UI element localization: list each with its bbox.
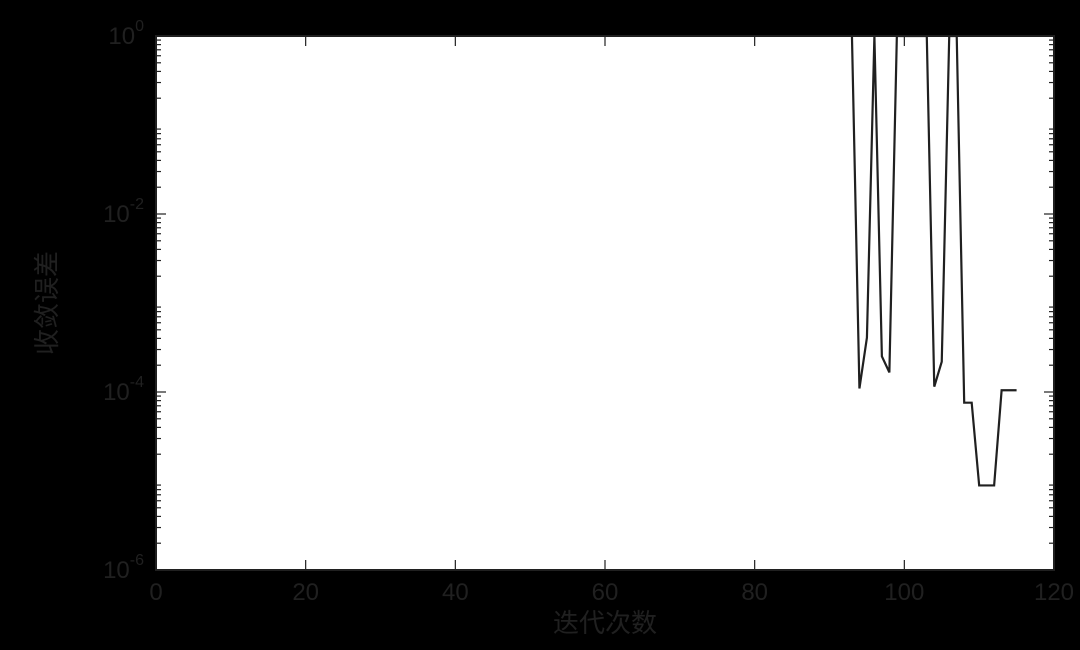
chart-figure: { "chart": { "type": "line", "background… xyxy=(0,0,1080,650)
svg-text:100: 100 xyxy=(884,579,924,606)
svg-text:20: 20 xyxy=(292,579,319,606)
svg-text:120: 120 xyxy=(1034,579,1074,606)
svg-text:80: 80 xyxy=(741,579,768,606)
plot-area xyxy=(156,36,1054,570)
chart-svg: 10-610-410-2100 020406080100120 迭代次数 收敛误… xyxy=(0,0,1080,650)
svg-text:40: 40 xyxy=(442,579,469,606)
svg-text:0: 0 xyxy=(149,579,162,606)
y-axis-label: 收敛误差 xyxy=(32,251,62,355)
x-axis-label: 迭代次数 xyxy=(553,608,657,638)
svg-text:60: 60 xyxy=(592,579,619,606)
